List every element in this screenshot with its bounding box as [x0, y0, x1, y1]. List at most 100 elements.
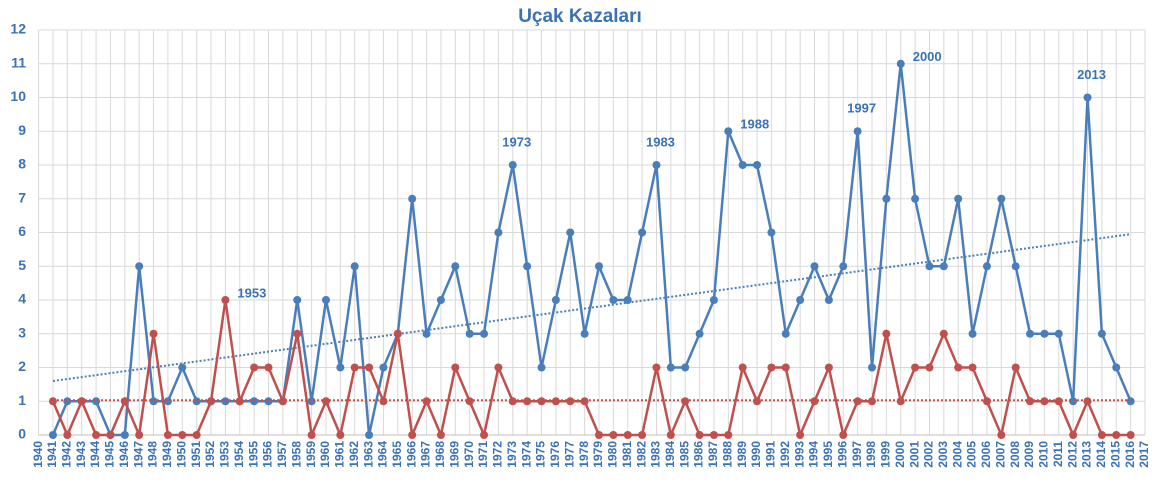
point: [1011, 262, 1020, 271]
point: [997, 194, 1006, 203]
x-tick-label: 1947: [131, 441, 145, 468]
point: [709, 296, 718, 304]
point: [321, 296, 330, 304]
point: [551, 296, 560, 304]
point: [939, 262, 948, 271]
point: [365, 431, 374, 439]
point: [163, 397, 172, 406]
x-tick-label: 1960: [318, 441, 332, 468]
point: [594, 431, 603, 439]
point: [1069, 397, 1078, 406]
point: [997, 431, 1006, 439]
point: [810, 397, 819, 406]
point: [925, 363, 934, 372]
point: [350, 363, 359, 372]
point: [709, 431, 718, 439]
x-tick-label: 1974: [519, 441, 533, 468]
point: [451, 262, 460, 271]
point: [810, 262, 819, 271]
x-tick-label: 2011: [1051, 441, 1065, 467]
point: [580, 397, 589, 406]
point: [666, 363, 675, 372]
point: [796, 431, 805, 439]
x-tick-label: 1991: [764, 441, 778, 468]
point: [393, 329, 402, 338]
point: [738, 363, 747, 372]
x-tick-label: 1990: [749, 441, 763, 468]
x-tick-label: 1979: [591, 441, 605, 468]
x-tick-label: 1964: [376, 441, 390, 468]
x-tick-label: 1951: [189, 441, 203, 468]
x-tick-label: 1952: [203, 441, 217, 468]
point: [149, 397, 158, 406]
annotation: 2013: [1077, 67, 1106, 82]
point: [293, 296, 302, 304]
x-tick-label: 2002: [922, 441, 936, 468]
point: [250, 363, 259, 372]
x-tick-label: 1972: [491, 441, 505, 468]
x-tick-label: 2016: [1123, 441, 1137, 468]
x-tick-label: 1999: [879, 441, 893, 468]
point: [839, 431, 848, 439]
point: [336, 363, 345, 372]
point: [264, 397, 273, 406]
x-tick-label: 2008: [1008, 441, 1022, 468]
point: [767, 228, 776, 237]
x-tick-label: 1969: [447, 441, 461, 468]
point: [120, 431, 129, 439]
x-tick-label: 1985: [677, 441, 691, 468]
x-tick-label: 1949: [160, 441, 174, 468]
point: [207, 397, 216, 406]
series-line: [51, 63, 1132, 437]
chart-title: Uçak Kazaları: [518, 6, 642, 27]
point: [853, 127, 862, 136]
x-tick-label: 1961: [333, 441, 347, 468]
point: [954, 194, 963, 203]
point: [681, 397, 690, 406]
point: [221, 397, 230, 406]
point: [235, 397, 244, 406]
point: [882, 194, 891, 203]
annotation: 2000: [913, 49, 942, 64]
point: [1026, 397, 1035, 406]
point: [638, 431, 647, 439]
y-tick-label: 8: [18, 156, 26, 172]
point: [1054, 329, 1063, 338]
point: [92, 397, 101, 406]
x-tick-label: 1978: [577, 441, 591, 468]
point: [781, 329, 790, 338]
point: [896, 397, 905, 406]
point: [48, 397, 57, 406]
x-tick-label: 1953: [218, 441, 232, 468]
point: [681, 363, 690, 372]
point: [867, 363, 876, 372]
x-tick-label: 1942: [60, 441, 74, 468]
point: [695, 431, 704, 439]
point: [1126, 431, 1135, 439]
point: [1026, 329, 1035, 338]
point: [882, 329, 891, 338]
point: [307, 431, 316, 439]
point: [551, 397, 560, 406]
point: [63, 397, 72, 406]
point: [106, 431, 115, 439]
x-tick-label: 1955: [246, 441, 260, 468]
point: [1083, 397, 1092, 406]
point: [321, 397, 330, 406]
point: [580, 329, 589, 338]
point: [968, 363, 977, 372]
point: [264, 363, 273, 372]
x-tick-label: 1945: [103, 441, 117, 468]
point: [436, 431, 445, 439]
point: [465, 397, 474, 406]
point: [738, 161, 747, 169]
point: [307, 397, 316, 406]
point: [781, 363, 790, 372]
point: [911, 363, 920, 372]
point: [523, 262, 532, 271]
y-tick-label: 10: [10, 88, 26, 104]
x-tick-label: 1966: [404, 441, 418, 468]
point: [566, 397, 575, 406]
point: [480, 329, 489, 338]
x-tick-label: 2009: [1022, 441, 1036, 468]
